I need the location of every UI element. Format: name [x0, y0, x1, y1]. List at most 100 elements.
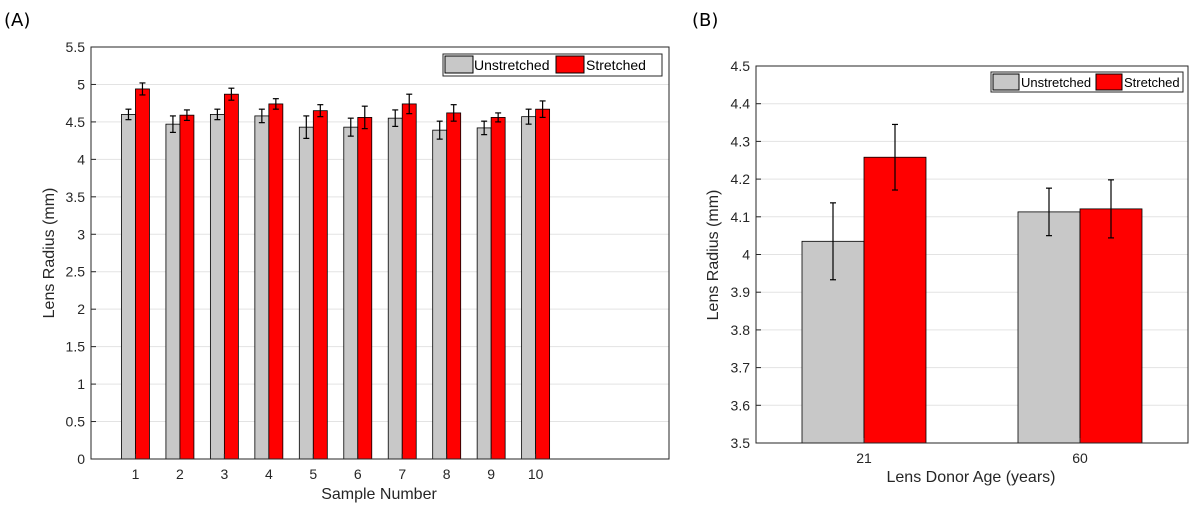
panel-a: (A) 0 0.5 1 1.5 2 2.5 3 3.5 4 4.5 5 5.5 1 2 3 4 5 6 7 8 9 10…	[4, 10, 670, 503]
panel-b-y-tick-label: 4.4	[731, 96, 751, 112]
panel-a-y-tick-label: 0.5	[66, 414, 86, 430]
panel-b-y-tick-label: 3.8	[731, 322, 751, 338]
panel-b-bar-unstretched	[1017, 211, 1081, 444]
panel-b-y-tick-label: 3.9	[731, 284, 751, 300]
panel-b-bar-stretched	[863, 156, 927, 444]
panel-b-y-tick-label: 4	[742, 247, 750, 263]
panel-a-error-bar-unstretched	[125, 108, 132, 121]
panel-b-x-tick-label: 21	[856, 450, 872, 466]
panel-a-bar-unstretched	[209, 114, 225, 460]
panel-a-bar-unstretched	[432, 129, 448, 460]
panel-a-legend-box	[442, 53, 663, 77]
panel-b-x-ticks: 21 60	[856, 438, 1088, 466]
panel-a-bar-stretched	[357, 117, 373, 460]
panel-a-y-tick-label: 0	[77, 451, 85, 467]
panel-a-bar-stretched	[312, 110, 328, 460]
panel-b-error-bar-stretched	[892, 123, 898, 191]
panel-a-error-bar-unstretched	[169, 115, 176, 133]
panel-a-axes-box	[90, 46, 670, 460]
panel-a-x-tick-label: 6	[354, 466, 362, 482]
panel-b-label: (B)	[692, 10, 718, 31]
panel-a-x-tick-label: 4	[265, 466, 273, 482]
panel-a-x-tick-label: 10	[528, 466, 544, 482]
panel-b: (B) 3.5 3.6 3.7 3.8 3.9 4 4.1 4.2 4.3 4.4 4.5 21 60…	[692, 10, 1189, 486]
panel-b-legend: Unstretched Stretched	[990, 71, 1184, 93]
panel-b-y-tick-label: 3.6	[731, 397, 751, 413]
panel-a-error-bar-stretched	[539, 100, 546, 119]
panel-b-x-axis-label: Lens Donor Age (years)	[887, 469, 1056, 486]
panel-a-bar-unstretched	[476, 127, 492, 460]
panel-a-y-ticks: 0 0.5 1 1.5 2 2.5 3 3.5 4 4.5 5 5.5	[66, 39, 96, 467]
panel-a-bar-stretched	[401, 103, 417, 460]
panel-a-legend-swatch-stretched	[555, 55, 585, 74]
panel-a-x-tick-label: 1	[132, 466, 140, 482]
panel-a-error-bar-stretched	[406, 93, 413, 115]
panel-a-error-bar-unstretched	[258, 108, 265, 124]
panel-b-legend-swatch-unstretched	[992, 73, 1020, 91]
panel-b-y-tick-label: 4.3	[731, 133, 751, 149]
panel-a-y-tick-label: 1.5	[66, 339, 86, 355]
panel-a-y-tick-label: 2	[77, 301, 85, 317]
panel-b-error-bar-unstretched	[830, 202, 836, 281]
panel-a-error-bar-unstretched	[303, 115, 310, 139]
panel-b-y-tick-label: 4.5	[731, 58, 751, 74]
panel-a-error-bar-stretched	[228, 87, 235, 101]
panel-a-x-tick-label: 2	[176, 466, 184, 482]
panel-a-bar-unstretched	[343, 126, 359, 460]
panel-a-error-bar-unstretched	[436, 120, 443, 140]
panel-b-legend-label-stretched: Stretched	[1124, 75, 1180, 90]
panel-a-x-axis-label: Sample Number	[321, 486, 437, 503]
panel-a-error-bar-stretched	[183, 109, 190, 122]
panel-b-y-tick-label: 4.2	[731, 171, 751, 187]
panel-b-y-tick-label: 3.7	[731, 360, 751, 376]
panel-a-x-ticks: 1 2 3 4 5 6 7 8 9 10	[132, 454, 544, 482]
panel-a-x-tick-label: 3	[220, 466, 228, 482]
panel-a-y-tick-label: 4.5	[66, 114, 86, 130]
panel-a-bar-stretched	[223, 93, 239, 460]
panel-a-bar-stretched	[535, 108, 551, 460]
panel-a-error-bar-stretched	[139, 82, 146, 96]
panel-b-y-tick-label: 4.1	[731, 209, 751, 225]
panel-a-bar-stretched	[268, 103, 284, 460]
panel-b-y-ticks: 3.5 3.6 3.7 3.8 3.9 4 4.1 4.2 4.3 4.4 4.5	[731, 58, 761, 451]
panel-a-bars	[121, 82, 551, 460]
panel-a-x-tick-label: 7	[398, 466, 406, 482]
panel-a-y-tick-label: 1	[77, 376, 85, 392]
panel-b-error-bar-stretched	[1108, 179, 1114, 239]
panel-a-bar-unstretched	[121, 114, 136, 460]
panel-a-y-tick-label: 4	[77, 151, 85, 167]
panel-a-error-bar-unstretched	[392, 109, 399, 128]
panel-b-y-tick-label: 3.5	[731, 435, 751, 451]
panel-a-bar-unstretched	[298, 126, 314, 460]
panel-a-error-bar-unstretched	[214, 108, 221, 121]
panel-b-bar-stretched	[1079, 208, 1143, 444]
panel-a-bar-stretched	[179, 114, 195, 460]
panel-b-legend-box	[990, 71, 1184, 93]
panel-a-error-bar-stretched	[495, 112, 502, 123]
panel-a-error-bar-unstretched	[525, 108, 532, 125]
panel-a-y-tick-label: 3.5	[66, 189, 86, 205]
panel-b-bars	[801, 123, 1143, 444]
panel-a-bar-stretched	[490, 117, 506, 460]
panel-a-error-bar-stretched	[272, 98, 279, 110]
panel-a-bar-unstretched	[521, 116, 537, 460]
panel-a-legend-label-stretched: Stretched	[586, 57, 646, 73]
panel-a-bar-unstretched	[254, 115, 270, 460]
panel-b-legend-label-unstretched: Unstretched	[1021, 75, 1091, 90]
panel-a-bar-unstretched	[165, 123, 181, 460]
panel-a-y-tick-label: 5.5	[66, 39, 86, 55]
panel-a-legend-swatch-unstretched	[444, 55, 474, 74]
panel-a-bar-stretched	[135, 88, 150, 460]
panel-b-x-tick-label: 60	[1072, 450, 1088, 466]
panel-a-x-tick-label: 9	[487, 466, 495, 482]
panel-b-error-bar-unstretched	[1046, 187, 1052, 237]
panel-a-error-bar-stretched	[317, 104, 324, 118]
panel-a-error-bar-stretched	[361, 105, 368, 130]
panel-a-label: (A)	[4, 10, 30, 31]
panel-a-y-tick-label: 2.5	[66, 264, 86, 280]
panel-a-error-bar-unstretched	[347, 117, 354, 137]
panel-a-error-bar-unstretched	[481, 120, 488, 136]
panel-a-error-bar-stretched	[450, 104, 457, 122]
panel-a-legend: Unstretched Stretched	[442, 53, 663, 77]
panel-a-x-tick-label: 8	[443, 466, 451, 482]
